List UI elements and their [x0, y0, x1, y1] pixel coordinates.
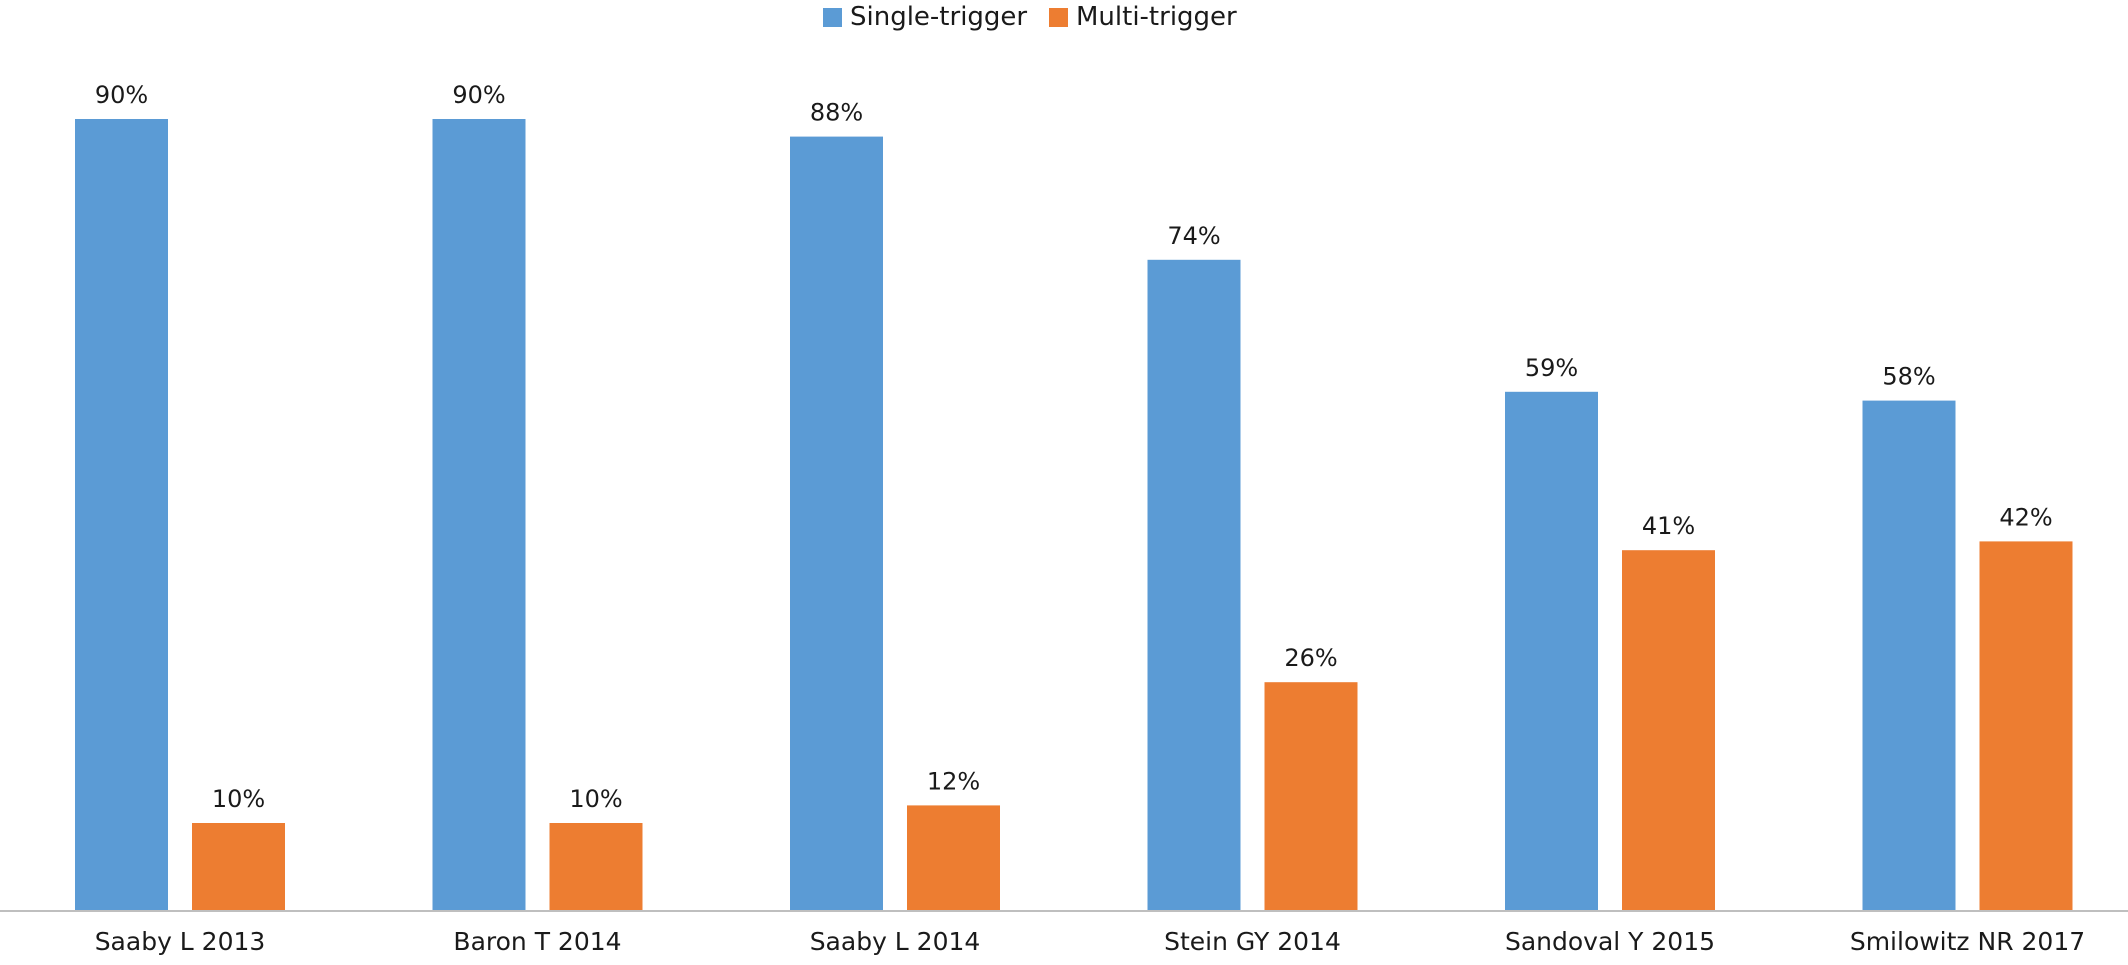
bar-multi-trigger-baron-t-2014	[549, 823, 643, 911]
value-label-single-trigger-saaby-l-2014: 88%	[810, 99, 863, 127]
bar-single-trigger-baron-t-2014	[432, 119, 526, 911]
bar-single-trigger-stein-gy-2014	[1147, 259, 1241, 911]
legend-swatch-multi-trigger	[1049, 7, 1068, 27]
legend-label-single-trigger: Single-trigger	[850, 2, 1028, 32]
bar-single-trigger-saaby-l-2013	[75, 119, 168, 911]
category-label-saaby-l-2013: Saaby L 2013	[95, 927, 266, 956]
category-label-sandoval-y-2015: Sandoval Y 2015	[1505, 927, 1715, 956]
bar-single-trigger-saaby-l-2014	[790, 136, 883, 912]
category-label-smilowitz-nr-2017: Smilowitz NR 2017	[1850, 927, 2085, 956]
value-label-multi-trigger-saaby-l-2014: 12%	[927, 767, 980, 795]
legend-item-multi-trigger: Multi-trigger	[1049, 2, 1237, 32]
bar-single-trigger-sandoval-y-2015	[1505, 391, 1598, 911]
value-label-single-trigger-stein-gy-2014: 74%	[1167, 222, 1220, 250]
bar-single-trigger-smilowitz-nr-2017	[1862, 400, 1956, 911]
bar-multi-trigger-smilowitz-nr-2017	[1979, 541, 2073, 911]
value-label-multi-trigger-saaby-l-2013: 10%	[212, 785, 265, 813]
value-label-multi-trigger-smilowitz-nr-2017: 42%	[1999, 503, 2052, 531]
bars-group	[75, 119, 2073, 912]
bar-multi-trigger-stein-gy-2014	[1264, 682, 1358, 911]
bar-multi-trigger-saaby-l-2014	[907, 805, 1000, 911]
value-label-single-trigger-sandoval-y-2015: 59%	[1525, 354, 1578, 382]
category-labels-group: Saaby L 2013 Baron T 2014 Saaby L 2014 Stei…	[95, 927, 2085, 956]
value-label-multi-trigger-baron-t-2014: 10%	[569, 785, 622, 813]
value-label-multi-trigger-stein-gy-2014: 26%	[1284, 644, 1337, 672]
legend-swatch-single-trigger	[823, 7, 842, 27]
value-labels-group: 90% 10% 90% 10% 88% 12% 74% 26% 59% 41% 58% 42%	[95, 81, 2053, 813]
value-label-multi-trigger-sandoval-y-2015: 41%	[1642, 512, 1695, 540]
category-label-baron-t-2014: Baron T 2014	[453, 927, 621, 956]
bar-multi-trigger-sandoval-y-2015	[1622, 550, 1715, 911]
legend-item-single-trigger: Single-trigger	[823, 2, 1027, 32]
value-label-single-trigger-baron-t-2014: 90%	[452, 81, 505, 109]
category-label-stein-gy-2014: Stein GY 2014	[1164, 927, 1341, 956]
value-label-single-trigger-saaby-l-2013: 90%	[95, 81, 148, 109]
value-label-single-trigger-smilowitz-nr-2017: 58%	[1882, 363, 1935, 391]
legend-label-multi-trigger: Multi-trigger	[1076, 2, 1237, 32]
bar-multi-trigger-saaby-l-2013	[192, 823, 285, 911]
category-label-saaby-l-2014: Saaby L 2014	[810, 927, 981, 956]
legend: Single-trigger Multi-trigger	[0, 0, 2128, 40]
